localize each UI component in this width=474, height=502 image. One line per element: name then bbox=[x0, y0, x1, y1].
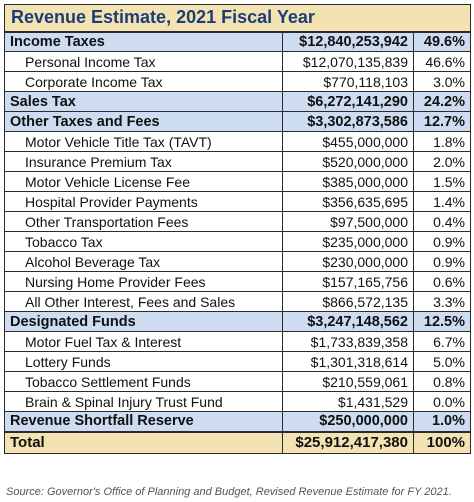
row-label: Motor Vehicle License Fee bbox=[4, 171, 283, 192]
table-row: Motor Vehicle License Fee $385,000,000 1.5… bbox=[4, 171, 472, 192]
table-row: Tobacco Tax $235,000,000 0.9% bbox=[4, 231, 472, 252]
row-percent: 12.5% bbox=[412, 311, 472, 332]
table-row: Tobacco Settlement Funds $210,559,061 0.8% bbox=[4, 371, 472, 392]
row-percent: 0.4% bbox=[412, 211, 472, 232]
row-amount: $230,000,000 bbox=[282, 251, 414, 272]
table-row: Alcohol Beverage Tax $230,000,000 0.9% bbox=[4, 251, 472, 272]
row-percent: 3.0% bbox=[412, 71, 472, 92]
row-amount: $6,272,141,290 bbox=[282, 91, 414, 112]
category-row: Other Taxes and Fees $3,302,873,586 12.7% bbox=[4, 111, 472, 132]
row-amount: $356,635,695 bbox=[282, 191, 414, 212]
table-row: All Other Interest, Fees and Sales $866,5… bbox=[4, 291, 472, 312]
table-row: Corporate Income Tax $770,118,103 3.0% bbox=[4, 71, 472, 92]
row-amount: $157,165,756 bbox=[282, 271, 414, 292]
row-label: Designated Funds bbox=[4, 311, 283, 332]
total-percent: 100% bbox=[412, 430, 472, 454]
row-amount: $385,000,000 bbox=[282, 171, 414, 192]
table-row: Insurance Premium Tax $520,000,000 2.0% bbox=[4, 151, 472, 172]
row-label: Hospital Provider Payments bbox=[4, 191, 283, 212]
row-amount: $1,431,529 bbox=[282, 391, 414, 412]
table-row: Personal Income Tax $12,070,135,839 46.6% bbox=[4, 51, 472, 72]
row-label: Brain & Spinal Injury Trust Fund bbox=[4, 391, 283, 412]
row-label: Revenue Shortfall Reserve bbox=[4, 411, 283, 432]
row-percent: 0.0% bbox=[412, 391, 472, 412]
row-amount: $3,302,873,586 bbox=[282, 111, 414, 132]
row-amount: $1,301,318,614 bbox=[282, 351, 414, 372]
table-row: Hospital Provider Payments $356,635,695 1.… bbox=[4, 191, 472, 212]
row-label: Motor Vehicle Title Tax (TAVT) bbox=[4, 131, 283, 152]
row-percent: 5.0% bbox=[412, 351, 472, 372]
table-row: Lottery Funds $1,301,318,614 5.0% bbox=[4, 351, 472, 372]
row-label: Income Taxes bbox=[4, 31, 283, 52]
table-row: Motor Vehicle Title Tax (TAVT) $455,000,0… bbox=[4, 131, 472, 152]
row-percent: 0.8% bbox=[412, 371, 472, 392]
row-percent: 12.7% bbox=[412, 111, 472, 132]
row-percent: 24.2% bbox=[412, 91, 472, 112]
table-title: Revenue Estimate, 2021 Fiscal Year bbox=[3, 4, 472, 33]
row-percent: 2.0% bbox=[412, 151, 472, 172]
row-label: Motor Fuel Tax & Interest bbox=[4, 331, 283, 352]
row-percent: 46.6% bbox=[412, 51, 472, 72]
row-amount: $770,118,103 bbox=[282, 71, 414, 92]
row-percent: 1.8% bbox=[412, 131, 472, 152]
row-label: All Other Interest, Fees and Sales bbox=[4, 291, 283, 312]
table-title-row: Revenue Estimate, 2021 Fiscal Year bbox=[3, 4, 472, 33]
row-amount: $455,000,000 bbox=[282, 131, 414, 152]
row-amount: $1,733,839,358 bbox=[282, 331, 414, 352]
row-label: Tobacco Settlement Funds bbox=[4, 371, 283, 392]
category-row: Sales Tax $6,272,141,290 24.2% bbox=[4, 91, 472, 112]
row-label: Lottery Funds bbox=[4, 351, 283, 372]
row-label: Insurance Premium Tax bbox=[4, 151, 283, 172]
row-amount: $866,572,135 bbox=[282, 291, 414, 312]
table-row: Other Transportation Fees $97,500,000 0.4% bbox=[4, 211, 472, 232]
row-percent: 6.7% bbox=[412, 331, 472, 352]
category-row: Income Taxes $12,840,253,942 49.6% bbox=[4, 31, 472, 52]
row-amount: $520,000,000 bbox=[282, 151, 414, 172]
row-label: Personal Income Tax bbox=[4, 51, 283, 72]
table-row: Motor Fuel Tax & Interest $1,733,839,358 6… bbox=[4, 331, 472, 352]
row-label: Tobacco Tax bbox=[4, 231, 283, 252]
row-percent: 1.5% bbox=[412, 171, 472, 192]
row-label: Nursing Home Provider Fees bbox=[4, 271, 283, 292]
row-amount: $250,000,000 bbox=[282, 411, 414, 432]
category-row: Designated Funds $3,247,148,562 12.5% bbox=[4, 311, 472, 332]
row-amount: $97,500,000 bbox=[282, 211, 414, 232]
total-row: Total $25,912,417,380 100% bbox=[4, 430, 472, 454]
source-note: Source: Governor's Office of Planning an… bbox=[6, 486, 452, 498]
row-percent: 1.0% bbox=[412, 411, 472, 432]
row-percent: 0.6% bbox=[412, 271, 472, 292]
row-label: Other Taxes and Fees bbox=[4, 111, 283, 132]
row-percent: 0.9% bbox=[412, 231, 472, 252]
total-amount: $25,912,417,380 bbox=[282, 430, 414, 454]
category-row: Revenue Shortfall Reserve $250,000,000 1.0… bbox=[4, 411, 472, 432]
row-amount: $12,070,135,839 bbox=[282, 51, 414, 72]
row-percent: 49.6% bbox=[412, 31, 472, 52]
row-label: Alcohol Beverage Tax bbox=[4, 251, 283, 272]
row-percent: 0.9% bbox=[412, 251, 472, 272]
row-amount: $3,247,148,562 bbox=[282, 311, 414, 332]
table-row: Brain & Spinal Injury Trust Fund $1,431,5… bbox=[4, 391, 472, 412]
total-label: Total bbox=[4, 430, 283, 454]
row-label: Sales Tax bbox=[4, 91, 283, 112]
row-percent: 1.4% bbox=[412, 191, 472, 212]
row-label: Corporate Income Tax bbox=[4, 71, 283, 92]
row-percent: 3.3% bbox=[412, 291, 472, 312]
table-body: Income Taxes $12,840,253,942 49.6% Personal… bbox=[4, 31, 472, 432]
revenue-table: Revenue Estimate, 2021 Fiscal Year Incom… bbox=[3, 4, 472, 454]
row-amount: $235,000,000 bbox=[282, 231, 414, 252]
row-amount: $12,840,253,942 bbox=[282, 31, 414, 52]
row-label: Other Transportation Fees bbox=[4, 211, 283, 232]
table-row: Nursing Home Provider Fees $157,165,756 0.… bbox=[4, 271, 472, 292]
row-amount: $210,559,061 bbox=[282, 371, 414, 392]
